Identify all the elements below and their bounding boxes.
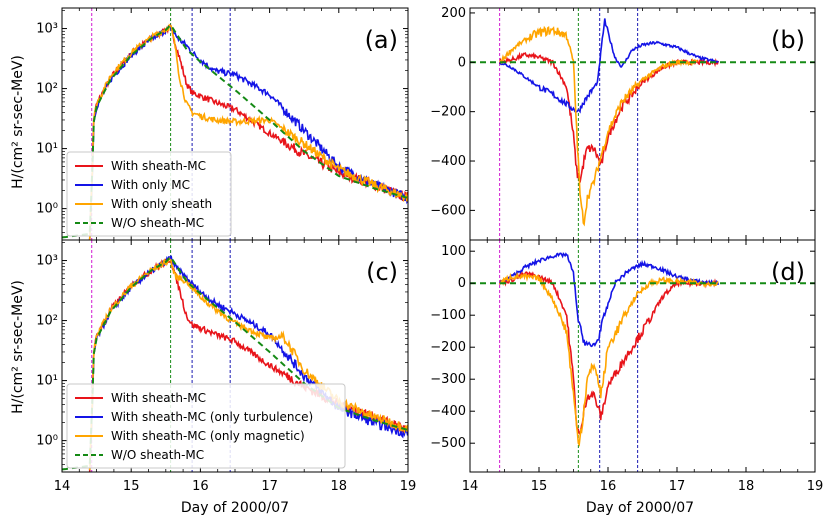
y-tick-label: −100 bbox=[430, 308, 466, 323]
legend-entry: With sheath-MC bbox=[111, 391, 206, 405]
legend-entry: With only MC bbox=[111, 178, 190, 192]
y-axis-label-bottom: H/(cm² sr-sec-MeV) bbox=[10, 280, 26, 414]
y-tick-label: 10⁰ bbox=[36, 434, 58, 449]
legend-entry: With only sheath bbox=[111, 197, 212, 211]
legend-entry: W/O sheath-MC bbox=[111, 216, 204, 230]
panels: 10⁰ 10¹ 10² 10³ (a) With sheath-MC With only M… bbox=[36, 6, 823, 494]
legend bbox=[66, 383, 346, 469]
x-tick-label: 18 bbox=[331, 479, 348, 494]
x-tick-label: 19 bbox=[807, 479, 824, 494]
y-tick-label: −400 bbox=[430, 404, 466, 419]
panel-label: (d) bbox=[771, 258, 805, 286]
y-tick-label: 10² bbox=[36, 314, 58, 329]
panel-d: 14 15 16 17 18 19 100 0 −100 −200 −300 −400 −500 (d) bbox=[430, 239, 824, 494]
legend-entry: With sheath-MC bbox=[111, 159, 206, 173]
y-tick-label: 10¹ bbox=[36, 374, 58, 389]
legend bbox=[66, 151, 232, 237]
x-tick-label: 14 bbox=[54, 479, 71, 494]
x-tick-label: 15 bbox=[531, 479, 548, 494]
legend-entry: W/O sheath-MC bbox=[111, 448, 204, 462]
x-tick-label: 15 bbox=[123, 479, 140, 494]
x-axis-label-right: Day of 2000/07 bbox=[586, 500, 694, 516]
panel-b: 200 0 −200 −400 −600 (b) bbox=[430, 6, 816, 241]
legend-entry: With sheath-MC (only turbulence) bbox=[111, 410, 313, 424]
legend-entry: With sheath-MC (only magnetic) bbox=[111, 429, 305, 443]
panel-a: 10⁰ 10¹ 10² 10³ (a) With sheath-MC With only M… bbox=[36, 7, 409, 241]
x-tick-label: 14 bbox=[462, 479, 479, 494]
y-tick-label: 10⁰ bbox=[36, 202, 58, 217]
y-tick-label: 200 bbox=[441, 6, 466, 21]
x-tick-label: 17 bbox=[669, 479, 686, 494]
series-line bbox=[499, 18, 719, 114]
x-tick-label: 18 bbox=[738, 479, 755, 494]
y-tick-label: −200 bbox=[430, 105, 466, 120]
panel-label: (c) bbox=[366, 258, 398, 286]
panel-label: (a) bbox=[365, 26, 398, 54]
series-line bbox=[499, 252, 720, 348]
x-axis-label-left: Day of 2000/07 bbox=[181, 500, 289, 516]
y-tick-label: 10³ bbox=[36, 22, 58, 37]
series-line bbox=[499, 271, 719, 447]
y-tick-label: 10³ bbox=[36, 254, 58, 269]
y-tick-label: 0 bbox=[458, 55, 466, 70]
panel-label: (b) bbox=[771, 26, 805, 54]
y-tick-label: −600 bbox=[430, 203, 466, 218]
x-tick-label: 19 bbox=[400, 479, 417, 494]
y-tick-label: −200 bbox=[430, 340, 466, 355]
y-tick-label: 0 bbox=[458, 276, 466, 291]
y-tick-label: −500 bbox=[430, 436, 466, 451]
x-tick-label: 16 bbox=[192, 479, 209, 494]
y-tick-label: 10¹ bbox=[36, 142, 58, 157]
panel-c: 14 15 16 17 18 19 10⁰ 10¹ 10² 10³ (c) With sheath-M… bbox=[36, 239, 417, 494]
series-line bbox=[499, 25, 698, 227]
x-tick-label: 17 bbox=[261, 479, 278, 494]
x-tick-label: 16 bbox=[600, 479, 617, 494]
y-tick-label: 10² bbox=[36, 82, 58, 97]
y-tick-label: 100 bbox=[441, 244, 466, 259]
y-axis-label-top: H/(cm² sr-sec-MeV) bbox=[10, 55, 26, 189]
y-tick-label: −300 bbox=[430, 372, 466, 387]
y-tick-label: −400 bbox=[430, 154, 466, 169]
